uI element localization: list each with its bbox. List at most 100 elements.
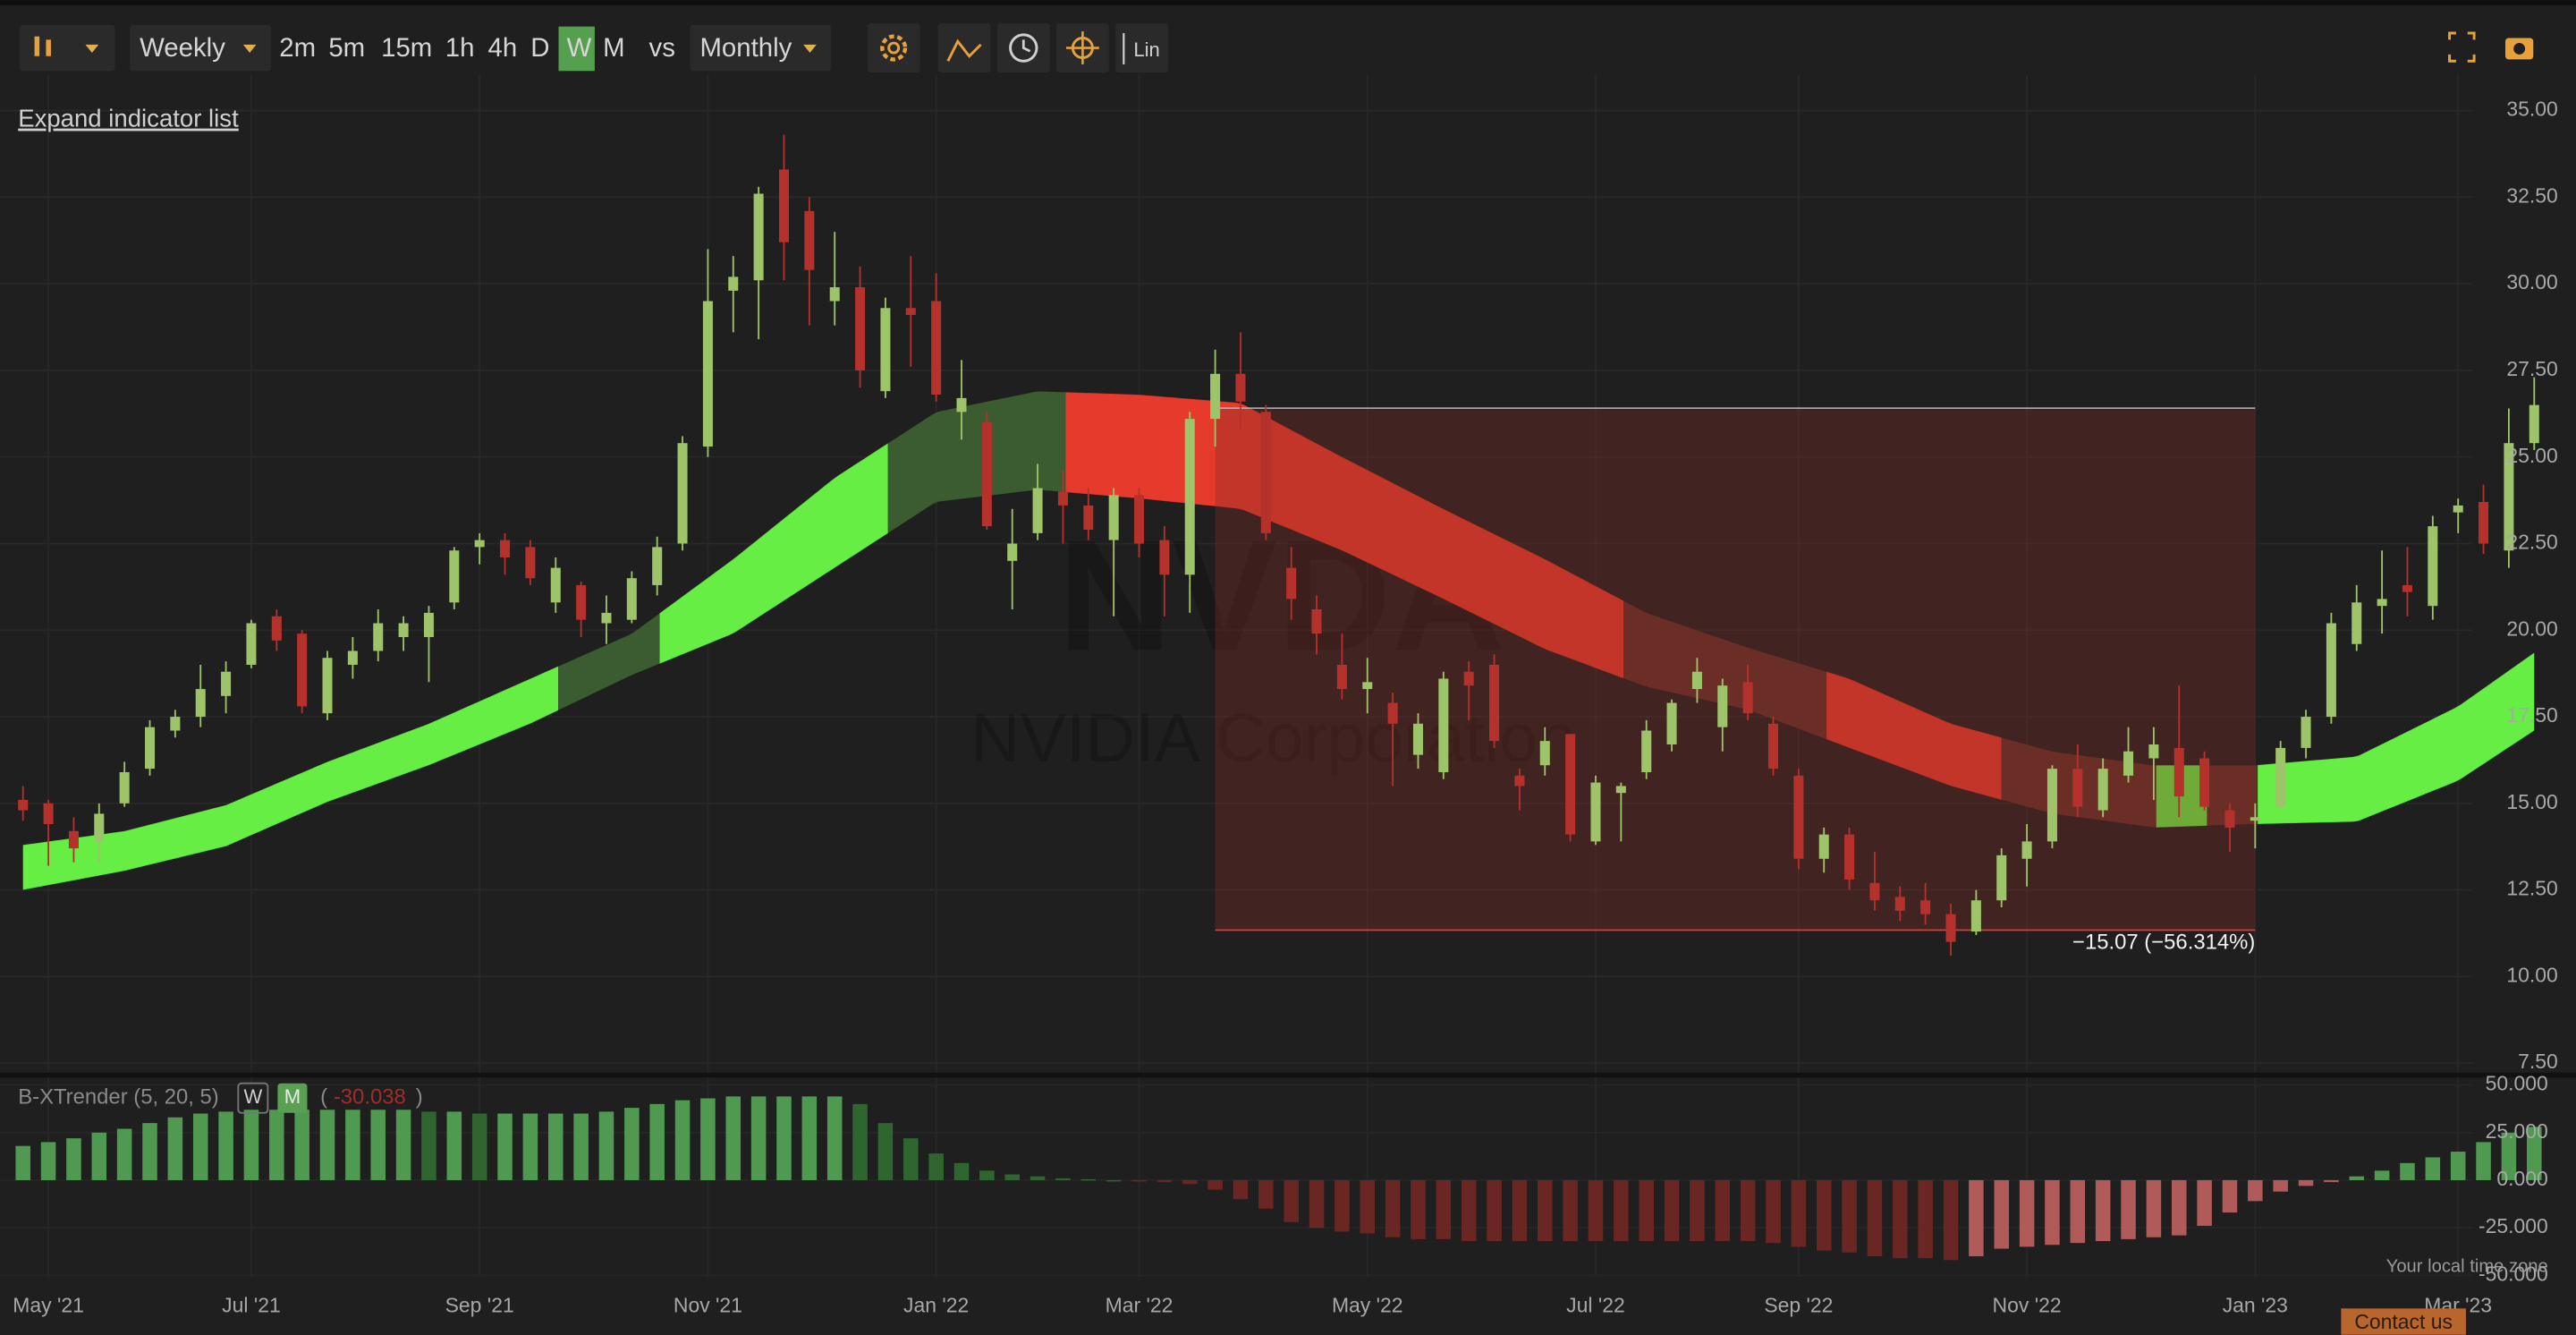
contact-button[interactable]	[2341, 1308, 2466, 1335]
candle-body	[829, 287, 840, 302]
band-segment	[22, 666, 559, 890]
chart-type-button[interactable]	[20, 24, 115, 72]
oscillator-bar	[649, 1103, 665, 1180]
timeframe-button[interactable]: M	[603, 33, 624, 63]
x-tick-label: Jan '22	[903, 1294, 969, 1317]
x-tick-label: Jan '23	[2223, 1294, 2288, 1317]
timezone-note: Your local time zone	[2386, 1257, 2548, 1277]
candle-body	[2199, 758, 2210, 807]
candle-body	[652, 547, 663, 585]
oscillator-bar	[2121, 1179, 2136, 1239]
candle-body	[2479, 502, 2489, 544]
candle-icon	[46, 39, 51, 56]
timeframe-button[interactable]: 15m	[381, 33, 432, 63]
oscillator-bar	[1766, 1179, 1781, 1244]
oscillator-bar	[1411, 1179, 1426, 1239]
contact-label: Contact us	[2354, 1310, 2453, 1333]
candle-body	[2529, 404, 2539, 444]
oscillator-bar	[1918, 1179, 1933, 1259]
oscillator-bar	[66, 1138, 81, 1180]
candle-body	[1463, 671, 1474, 686]
osc-button-w[interactable]	[237, 1082, 269, 1114]
caret	[242, 44, 257, 54]
candle-body	[601, 612, 612, 624]
candle-body	[1970, 900, 1981, 932]
compare-select[interactable]	[690, 24, 832, 72]
top-edge	[0, 0, 2576, 5]
candle-body	[2224, 810, 2235, 828]
candle-body	[43, 803, 54, 825]
candle-body	[1387, 702, 1398, 724]
indicator-icon	[946, 38, 982, 62]
oscillator-bar	[319, 1110, 335, 1180]
oscillator-bar	[1639, 1179, 1654, 1242]
candle-body	[2148, 744, 2159, 759]
candle-body	[1083, 505, 1094, 530]
oscillator-bar	[15, 1145, 30, 1180]
oscillator-bar	[2374, 1170, 2390, 1180]
candle-body	[702, 301, 713, 447]
band-segment	[1065, 392, 1624, 679]
oscillator-bar	[1487, 1179, 1502, 1242]
oscillator-bar	[1614, 1179, 1629, 1242]
y-tick-label: 27.50	[2506, 357, 2557, 380]
oscillator-bar	[624, 1108, 640, 1180]
interval-select[interactable]	[130, 24, 272, 72]
fullscreen-button[interactable]	[2448, 31, 2476, 63]
scale-button[interactable]	[1115, 23, 1168, 73]
readout-paren: (	[320, 1085, 327, 1110]
oscillator-bar	[269, 1110, 284, 1180]
x-tick-label: Nov '22	[1993, 1294, 2062, 1317]
candle-body	[1615, 786, 1626, 794]
band-segment	[558, 613, 660, 710]
candle-body	[119, 771, 130, 804]
y-tick-label: 35.00	[2506, 98, 2557, 121]
candle-body	[500, 540, 511, 557]
candle-body	[1742, 682, 1753, 714]
y-tick-label: 32.50	[2506, 183, 2557, 207]
timeframe-button[interactable]: W	[567, 33, 592, 63]
candle-body	[2326, 623, 2336, 718]
candle-body	[1894, 897, 1905, 911]
timeframe-button[interactable]: D	[530, 33, 549, 63]
candle-body	[1793, 775, 1804, 859]
timeframe-button[interactable]: 5m	[328, 33, 365, 63]
oscillator-bar	[1208, 1179, 1223, 1190]
timeframe-button[interactable]: 4h	[488, 33, 518, 63]
osc-button-m[interactable]	[277, 1083, 308, 1113]
band-segment	[2258, 652, 2535, 824]
oscillator-bar	[1284, 1179, 1299, 1222]
oscillator-bar	[2095, 1179, 2111, 1242]
candle-body	[728, 276, 739, 291]
settings-button[interactable]	[867, 23, 920, 73]
oscillator-bar	[1893, 1179, 1908, 1259]
candle-body	[170, 717, 181, 731]
candle-body	[2504, 443, 2514, 551]
oscillator-bar	[1740, 1179, 1756, 1242]
timeframe-button[interactable]: 1h	[445, 33, 475, 63]
candle-body	[1134, 495, 1145, 544]
oscillator-bar	[674, 1100, 691, 1180]
timeframe-button[interactable]: 2m	[279, 33, 316, 63]
candle-body	[1717, 685, 1728, 727]
band-segment	[2207, 764, 2258, 826]
oscillator-bar	[1461, 1179, 1477, 1242]
osc-tick-label: -50.000	[2479, 1262, 2548, 1285]
expand-indicators[interactable]: Expand indicator list	[18, 105, 239, 132]
candle-body	[2250, 817, 2260, 821]
oscillator-bar	[852, 1103, 868, 1180]
candle-body	[1184, 419, 1195, 575]
oscillator-bar	[725, 1096, 741, 1180]
oscillator-bar	[2324, 1179, 2339, 1183]
candle-body	[1336, 664, 1347, 690]
active-timeframe[interactable]	[558, 26, 595, 72]
oscillator-bar	[700, 1098, 716, 1180]
candle-body	[1260, 412, 1271, 533]
oscillator-header: B-XTrender (5, 20, 5) W M ( -30.038 )	[18, 1082, 423, 1114]
osc-tick-label: 0.000	[2496, 1167, 2547, 1190]
oscillator-bar	[1131, 1179, 1147, 1182]
oscillator-bar	[1943, 1179, 1959, 1261]
oscillator-bar	[1994, 1179, 2009, 1249]
oscillator-bar	[1055, 1178, 1071, 1180]
candle-body	[2021, 841, 2032, 859]
